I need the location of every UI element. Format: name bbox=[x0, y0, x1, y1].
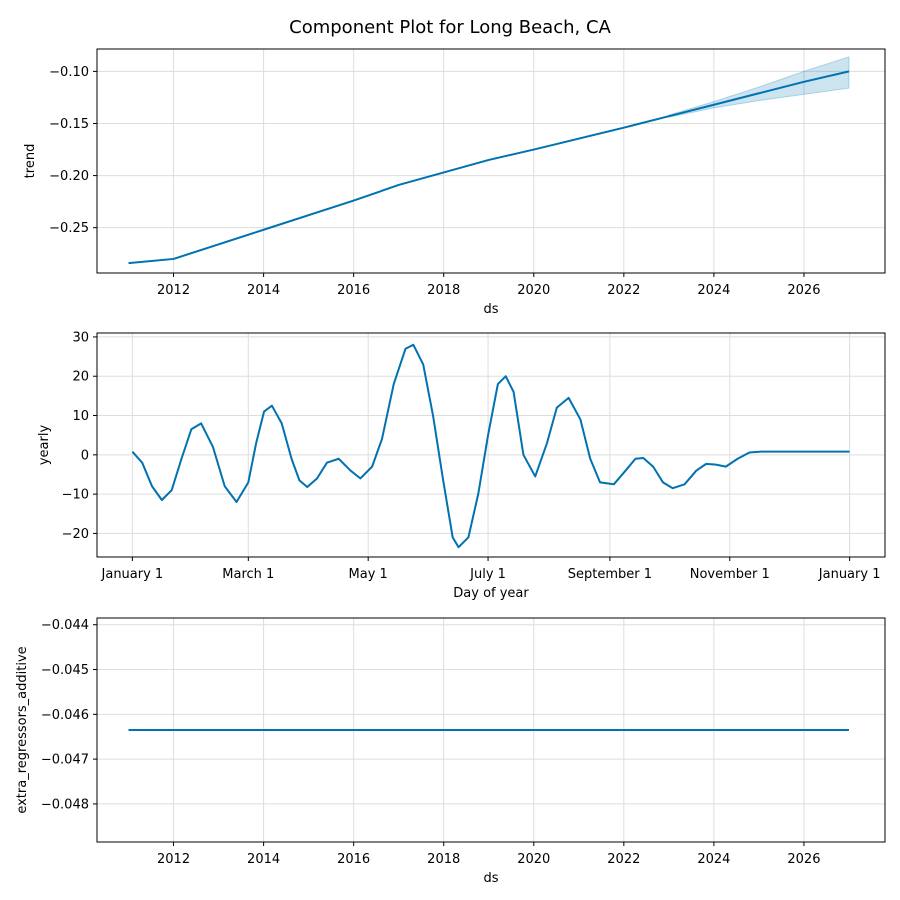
y-tick-label: −0.046 bbox=[41, 708, 89, 723]
y-tick-label: 20 bbox=[72, 370, 89, 385]
y-tick-label: −0.10 bbox=[49, 65, 89, 80]
y-tick-label: 30 bbox=[72, 330, 89, 345]
x-tick-label: November 1 bbox=[690, 567, 770, 582]
figure-title: Component Plot for Long Beach, CA bbox=[289, 17, 611, 38]
x-axis-label: ds bbox=[483, 871, 498, 886]
x-axis-label: Day of year bbox=[453, 586, 529, 601]
y-tick-label: −0.045 bbox=[41, 663, 89, 678]
y-tick-label: −0.20 bbox=[49, 169, 89, 184]
x-tick-label: 2014 bbox=[247, 852, 280, 867]
x-tick-label: March 1 bbox=[222, 567, 274, 582]
x-tick-label: May 1 bbox=[349, 567, 388, 582]
x-tick-label: 2024 bbox=[697, 852, 730, 867]
x-tick-label: September 1 bbox=[568, 567, 652, 582]
y-tick-label: 0 bbox=[81, 448, 89, 463]
x-tick-label: 2014 bbox=[247, 283, 280, 298]
x-tick-label: 2020 bbox=[517, 852, 550, 867]
panel-2: January 1 March 1 May 1 July 1 September 1 No… bbox=[37, 330, 886, 601]
x-tick-label: 2016 bbox=[337, 283, 370, 298]
plot-frame bbox=[96, 617, 886, 843]
y-tick-label: −0.15 bbox=[49, 117, 89, 132]
y-tick-label: −10 bbox=[62, 488, 89, 503]
x-tick-label: 2022 bbox=[607, 852, 640, 867]
y-tick-label: −0.25 bbox=[49, 221, 89, 236]
y-tick-label: 10 bbox=[72, 409, 89, 424]
x-tick-label: January 1 bbox=[818, 567, 881, 582]
y-tick-label: −20 bbox=[62, 527, 89, 542]
plot-frame bbox=[96, 332, 886, 558]
x-tick-label: 2012 bbox=[157, 852, 190, 867]
x-tick-label: 2016 bbox=[337, 852, 370, 867]
y-axis-label: yearly bbox=[37, 425, 52, 466]
y-tick-label: −0.047 bbox=[41, 753, 89, 768]
y-tick-label: −0.048 bbox=[41, 797, 89, 812]
x-tick-label: 2024 bbox=[697, 283, 730, 298]
y-axis-label: trend bbox=[23, 144, 38, 179]
x-tick-label: 2018 bbox=[427, 283, 460, 298]
panel-1: 2012 2014 2016 2018 2020 2022 2024 2026 −0.25 −0.… bbox=[23, 48, 886, 317]
series-line bbox=[128, 70, 850, 265]
uncertainty-band bbox=[668, 56, 850, 118]
x-tick-label: 2018 bbox=[427, 852, 460, 867]
x-tick-label: 2012 bbox=[157, 283, 190, 298]
x-tick-label: 2026 bbox=[787, 852, 820, 867]
x-tick-label: July 1 bbox=[469, 567, 506, 582]
x-tick-label: January 1 bbox=[101, 567, 164, 582]
x-axis-label: ds bbox=[483, 302, 498, 317]
plot-frame bbox=[96, 48, 886, 274]
y-axis-label: extra_regressors_additive bbox=[15, 646, 30, 813]
x-tick-label: 2020 bbox=[517, 283, 550, 298]
x-tick-label: 2026 bbox=[787, 283, 820, 298]
panel-3: 2012 2014 2016 2018 2020 2022 2024 2026 −0.048 −0… bbox=[15, 617, 886, 886]
y-tick-label: −0.044 bbox=[41, 618, 89, 633]
series-line bbox=[131, 343, 850, 549]
x-tick-label: 2022 bbox=[607, 283, 640, 298]
chart-panels: 2012 2014 2016 2018 2020 2022 2024 2026 −0.25 −0.… bbox=[15, 48, 886, 886]
